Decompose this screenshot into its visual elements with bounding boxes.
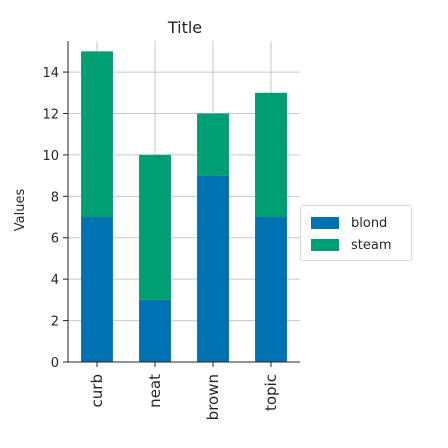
- y-tick-label: 8: [51, 190, 59, 205]
- chart-title: Title: [167, 18, 202, 37]
- y-tick-label: 4: [51, 273, 59, 288]
- legend: blond steam: [300, 205, 412, 261]
- bar-blond-topic: [255, 217, 287, 362]
- y-tick-label: 2: [51, 315, 59, 330]
- y-axis-label: Values: [13, 189, 28, 232]
- y-tick-label: 0: [51, 356, 59, 371]
- x-tick-label-brown: brown: [204, 374, 222, 420]
- bar-steam-topic: [255, 92, 287, 218]
- legend-swatch-steam: [311, 239, 339, 251]
- axes: [67, 41, 300, 363]
- bars: [81, 51, 287, 362]
- legend-label-blond: blond: [351, 215, 388, 231]
- x-tick-label-curb: curb: [88, 374, 106, 407]
- bar-blond-curb: [81, 217, 113, 362]
- y-tick-label: 14: [42, 66, 59, 81]
- x-tick-label-topic: topic: [262, 374, 280, 411]
- legend-swatch-blond: [311, 217, 339, 229]
- x-ticks: curb neat brown topic: [88, 362, 280, 420]
- legend-item-steam: steam: [311, 236, 392, 254]
- legend-label-steam: steam: [351, 237, 392, 253]
- y-tick-label: 10: [42, 149, 59, 164]
- x-tick-label-neat: neat: [146, 374, 164, 408]
- bar-blond-brown: [197, 175, 229, 362]
- y-ticks: 0 2 4 6 8 10 12 14: [42, 66, 68, 371]
- bar-steam-curb: [81, 51, 113, 218]
- y-tick-label: 6: [51, 232, 59, 247]
- bar-blond-neat: [139, 299, 171, 362]
- y-tick-label: 12: [42, 107, 59, 122]
- bar-steam-neat: [139, 154, 171, 300]
- bar-steam-brown: [197, 113, 229, 176]
- legend-item-blond: blond: [311, 214, 387, 232]
